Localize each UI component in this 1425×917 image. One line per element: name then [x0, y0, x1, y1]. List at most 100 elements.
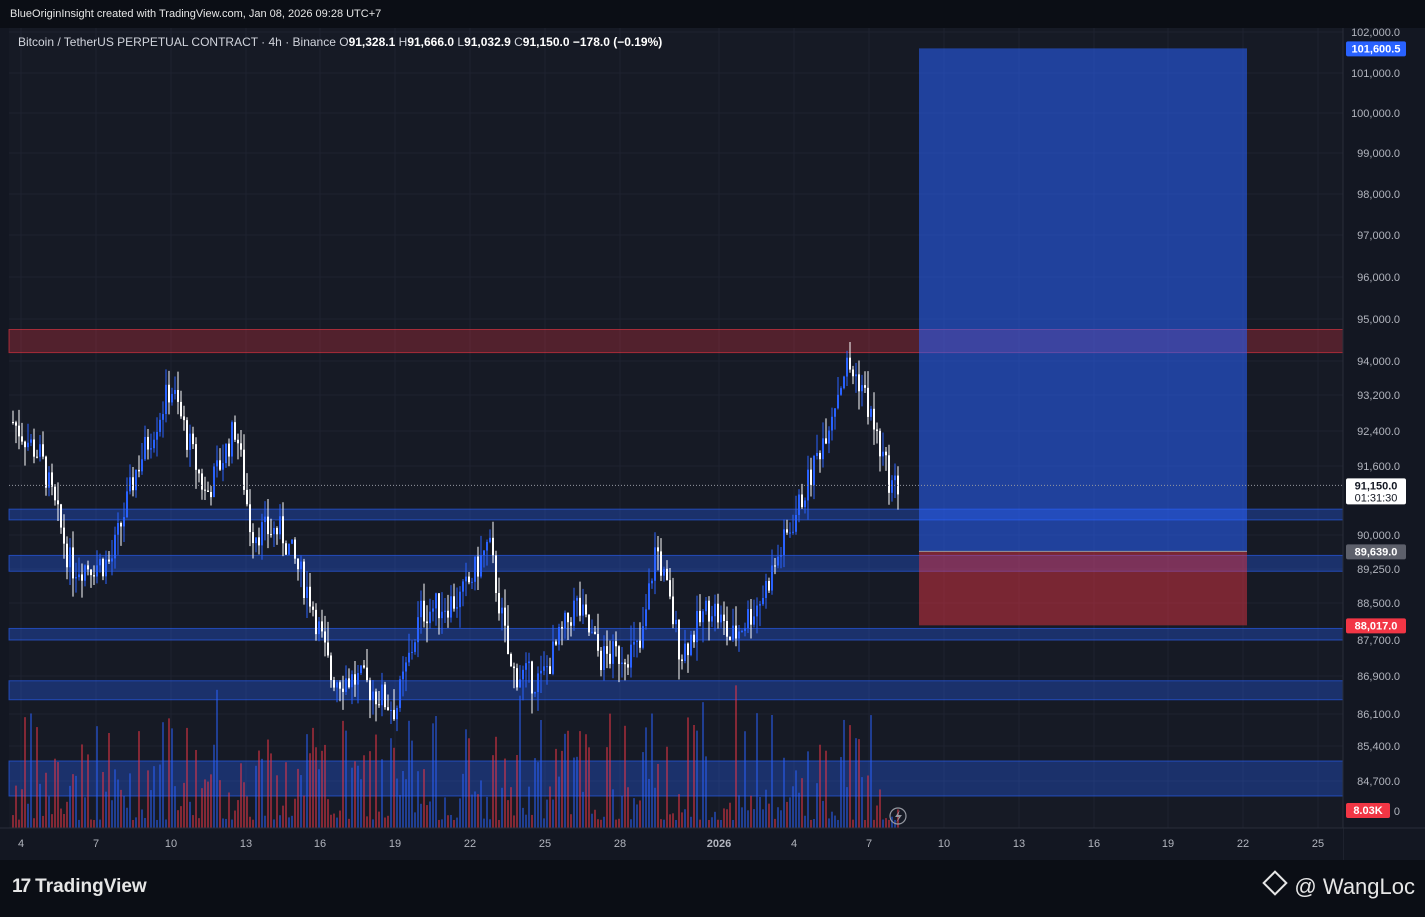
candle-body: [324, 631, 326, 643]
candle-body: [567, 612, 569, 623]
volume-bar: [234, 810, 236, 828]
volume-bar: [636, 804, 638, 828]
candle-body: [636, 640, 638, 642]
volume-bar: [54, 758, 56, 828]
volume-bar: [357, 765, 359, 828]
volume-bar: [240, 763, 242, 828]
candle-body: [780, 555, 782, 557]
volume-bar: [450, 814, 452, 828]
volume-bar: [813, 818, 815, 828]
volume-bar: [687, 717, 689, 828]
volume-bar: [462, 773, 464, 828]
zone-blue-4: [8, 680, 1344, 701]
candle-body: [297, 558, 299, 570]
volume-bar: [36, 727, 38, 828]
candle-body: [765, 581, 767, 598]
candle-body: [414, 642, 416, 652]
candle-body: [483, 550, 485, 556]
candle-body: [351, 674, 353, 688]
volume-bar: [21, 789, 23, 828]
candle-body: [867, 387, 869, 417]
volume-bar: [498, 819, 500, 828]
candle-body: [510, 654, 512, 667]
candle-body: [714, 603, 716, 617]
volume-bar: [492, 755, 494, 828]
candle-body: [240, 443, 242, 450]
candle-body: [684, 643, 686, 662]
volume-bar: [417, 771, 419, 828]
volume-bar: [327, 799, 329, 828]
candle-body: [504, 607, 506, 626]
candle-body: [24, 441, 26, 448]
candle-body: [669, 580, 671, 597]
candle-body: [804, 500, 806, 508]
time-tick-label: 19: [389, 838, 401, 850]
candle-body: [774, 565, 776, 567]
volume-bar: [387, 815, 389, 828]
volume-bar: [651, 713, 653, 828]
axis-price-label-bg: [1346, 618, 1406, 634]
volume-bar: [420, 803, 422, 828]
volume-bar: [573, 757, 575, 828]
volume-bar: [627, 787, 629, 828]
tradingview-logo[interactable]: 17 TradingView: [12, 876, 147, 898]
candle-body: [732, 625, 734, 641]
volume-bar: [582, 791, 584, 828]
candle-body: [318, 621, 320, 635]
candle-body: [441, 611, 443, 619]
candle-body: [495, 555, 497, 594]
axis-price-label: 101,600.5: [1352, 43, 1401, 55]
axis-price-label-bg: [1346, 544, 1406, 560]
candle-body: [717, 603, 719, 623]
volume-bar: [888, 819, 890, 828]
volume-bar: [159, 764, 161, 828]
candle-body: [603, 646, 605, 671]
volume-bar: [402, 770, 404, 828]
volume-bar: [225, 818, 227, 828]
candle-body: [672, 596, 674, 625]
price-tick-label: 86,100.0: [1357, 709, 1400, 721]
axis-price-label: 8.03K: [1353, 805, 1382, 817]
volume-bar: [438, 819, 440, 828]
candle-body: [204, 489, 206, 491]
candle-body: [858, 374, 860, 392]
volume-bar: [762, 809, 764, 828]
candle-body: [411, 651, 413, 653]
candle-body: [498, 593, 500, 614]
volume-bar: [48, 796, 50, 828]
volume-bar: [144, 817, 146, 828]
symbol-name[interactable]: Bitcoin / TetherUS PERPETUAL CONTRACT · …: [18, 35, 336, 49]
volume-bar: [84, 797, 86, 828]
candle-body: [243, 449, 245, 490]
volume-bar: [531, 814, 533, 828]
volume-bar: [264, 815, 266, 828]
candle-body: [477, 556, 479, 577]
candle-body: [180, 401, 182, 417]
candle-body: [387, 707, 389, 711]
price-tick-label: 99,000.0: [1357, 148, 1400, 160]
volume-bar: [507, 800, 509, 828]
candle-body: [813, 456, 815, 486]
volume-bar: [288, 817, 290, 828]
volume-bar: [246, 796, 248, 828]
candle-body: [189, 433, 191, 450]
open-value: 91,328.1: [348, 35, 396, 49]
diamond-icon: [1262, 870, 1289, 896]
candle-body: [507, 625, 509, 655]
volume-bar: [792, 786, 794, 828]
volume-bar: [855, 738, 857, 828]
candle-body: [156, 431, 158, 440]
volume-bar: [27, 803, 29, 828]
candle-body: [363, 665, 365, 668]
volume-bar: [567, 730, 569, 828]
volume-bar: [552, 799, 554, 828]
volume-bar: [597, 819, 599, 828]
volume-bar: [165, 819, 167, 828]
symbol-legend[interactable]: Bitcoin / TetherUS PERPETUAL CONTRACT · …: [18, 35, 662, 49]
volume-bar: [396, 778, 398, 828]
volume-bar: [858, 739, 860, 828]
volume-bar: [399, 795, 401, 828]
volume-bar: [525, 814, 527, 828]
top-bar: BlueOriginInsight created with TradingVi…: [0, 0, 1425, 28]
